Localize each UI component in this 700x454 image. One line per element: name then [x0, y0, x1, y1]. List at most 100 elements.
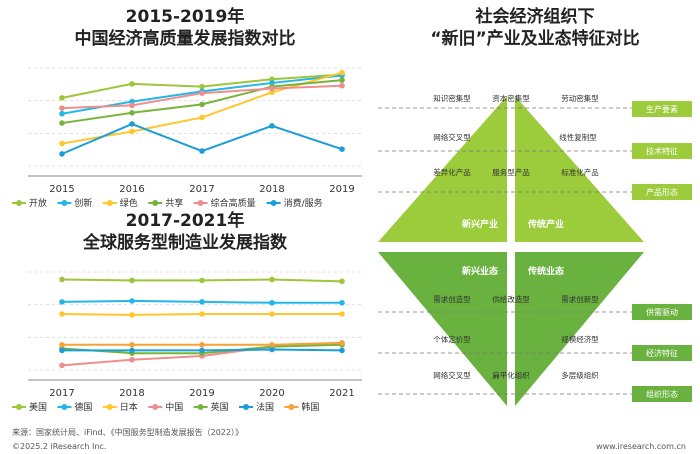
chart2-series-point-0 — [269, 276, 275, 283]
chart2-series-point-1 — [59, 299, 65, 305]
tag-box-3 — [632, 184, 692, 200]
tag-box-4 — [632, 304, 692, 320]
chart2-legend-item-4: 英国 — [193, 401, 229, 413]
chart1-legend-swatch-dot — [16, 200, 22, 206]
tag-production-factors: 生产要素 — [646, 104, 678, 114]
label-linear-replication: 线性复制型 — [559, 132, 597, 142]
chart1-x-tick-label: 2015 — [49, 184, 74, 195]
label-network-cross-top: 网络交叉型 — [433, 132, 471, 142]
chart2-series-point-1 — [269, 300, 275, 306]
chart2-series-point-2 — [59, 311, 65, 317]
chart2-legend-swatch-dot — [288, 404, 295, 410]
chart1-series-point-5 — [59, 151, 65, 157]
label-multi-level-organization: 多层级组织 — [561, 370, 599, 380]
chart1-title-line1: 2015-2019年 — [125, 7, 245, 27]
chart1-series-point-5 — [129, 121, 135, 127]
chart2-legend-item-0: 美国 — [12, 401, 47, 413]
chart1-series-point-4 — [199, 90, 205, 96]
chart2-series-point-5 — [339, 347, 345, 354]
tag-technical-features: 技术特征 — [646, 146, 678, 156]
chart1-title: 2015-2019年 中国经济高质量发展指数对比 — [0, 6, 370, 50]
tag-organization-form: 组织形态 — [646, 389, 678, 399]
chart2-series-point-3 — [129, 356, 135, 363]
label-individual-pricing: 个体定价型 — [433, 334, 471, 344]
chart1-legend-item-2: 绿色 — [102, 197, 138, 209]
chart1-legend-swatch-dot — [197, 200, 204, 206]
chart1-series-point-3 — [129, 110, 135, 116]
chart1-x-tick-label: 2016 — [119, 184, 144, 195]
label-capital-intensive: 资本密集型 — [492, 93, 530, 103]
label-economies-of-scale: 规模经济型 — [561, 334, 599, 344]
copyright: ©2025.2 iResearch Inc. — [12, 442, 107, 451]
chart2-legend-label: 中国 — [165, 401, 183, 413]
label-differentiated-product: 差异化产品 — [433, 167, 471, 177]
chart2-series-point-1 — [129, 298, 135, 304]
chart2-series-point-0 — [129, 277, 135, 284]
label-demand-creation: 需求创造型 — [433, 294, 471, 304]
label-flat-organization: 扁平化组织 — [492, 370, 530, 380]
chart2-x-tick-label: 2020 — [259, 388, 284, 399]
chart2-series-point-5 — [199, 347, 205, 354]
chart2-series-point-6 — [269, 342, 275, 348]
label-service-product: 服务型产品 — [492, 167, 530, 177]
label-emerging-industry: 新兴产业 — [462, 218, 498, 230]
chart1-series-point-3 — [59, 120, 65, 126]
chart2-series-point-5 — [129, 347, 135, 354]
chart1-series-point-5 — [269, 123, 275, 129]
label-labor-intensive: 劳动密集型 — [561, 93, 599, 103]
chart1-legend-item-1: 创新 — [57, 197, 92, 209]
chart2-svg: 2017 2018 2019 2020 2021 美国 德国 日本 中国 英国 法国 韩国 — [12, 271, 362, 413]
tag-box-2 — [632, 143, 692, 159]
chart1-legend-swatch-dot — [106, 200, 113, 206]
chart1-series-point-2 — [199, 114, 205, 121]
chart1-legend-label: 创新 — [74, 197, 92, 209]
chart2-x-tick-label: 2019 — [189, 388, 214, 399]
tag-supply-demand: 供需驱动 — [646, 307, 678, 317]
chart1-legend-label: 共享 — [165, 197, 183, 209]
upper-right-triangle — [515, 96, 644, 242]
diagram-title: 社会经济组织下 “新旧”产业及业态特征对比 — [370, 6, 700, 50]
chart2-series-point-6 — [59, 342, 65, 348]
chart1-series-point-2 — [129, 128, 135, 135]
label-standardized-product: 标准化产品 — [561, 167, 599, 177]
chart1-legend-swatch-dot — [152, 200, 159, 206]
chart1-series-point-5 — [339, 146, 345, 152]
chart1-series-point-2 — [339, 69, 345, 76]
chart1-series-point-5 — [199, 148, 205, 154]
label-knowledge-intensive: 知识密集型 — [433, 93, 471, 103]
chart2-title-line2: 全球服务型制造业发展指数 — [83, 233, 287, 253]
chart2-series-point-6 — [339, 340, 345, 346]
chart2-series-point-2 — [199, 311, 205, 317]
tag-product-form: 产品形态 — [646, 187, 678, 197]
source-note: 来源：国家统计局、iFind、《中国服务型制造发展报告（2022）》 — [12, 428, 243, 437]
chart2-legend-label: 德国 — [74, 401, 92, 413]
chart2-series-point-0 — [339, 278, 345, 285]
chart2-legend-swatch-dot — [16, 404, 22, 410]
chart2-legend-swatch-dot — [106, 404, 113, 410]
tag-economic-features: 经济特征 — [646, 348, 678, 358]
chart2-series-point-2 — [339, 311, 345, 317]
chart2-legend-label: 美国 — [29, 401, 47, 413]
chart1-legend-item-0: 开放 — [12, 197, 47, 209]
diagram-title-line2: “新旧”产业及业态特征对比 — [430, 29, 640, 49]
upper-left-triangle — [378, 96, 507, 242]
label-supply-transformation: 供给改造型 — [492, 294, 530, 304]
chart1-legend-label: 开放 — [29, 197, 47, 209]
chart2-legend-swatch-dot — [197, 404, 204, 410]
chart2-title-line1: 2017-2021年 — [125, 211, 245, 231]
chart1-x-tick-label: 2019 — [329, 184, 354, 195]
chart2-series-point-1 — [339, 300, 345, 306]
chart1-series-point-0 — [199, 83, 205, 90]
chart2-series-point-5 — [269, 346, 275, 353]
chart2-title: 2017-2021年 全球服务型制造业发展指数 — [0, 210, 370, 254]
chart2-legend-item-2: 日本 — [102, 401, 138, 413]
chart1-series-point-4 — [129, 102, 135, 109]
chart2-legend-item-1: 德国 — [57, 401, 92, 413]
website: www.iresearch.com.cn — [596, 442, 686, 451]
chart1-series-point-0 — [129, 81, 135, 87]
tag-box-1 — [632, 101, 692, 117]
chart1-x-tick-label: 2017 — [189, 184, 214, 195]
chart1-legend-item-3: 共享 — [148, 197, 183, 209]
chart1-series-point-2 — [59, 140, 65, 147]
chart2-series-point-2 — [269, 311, 275, 317]
